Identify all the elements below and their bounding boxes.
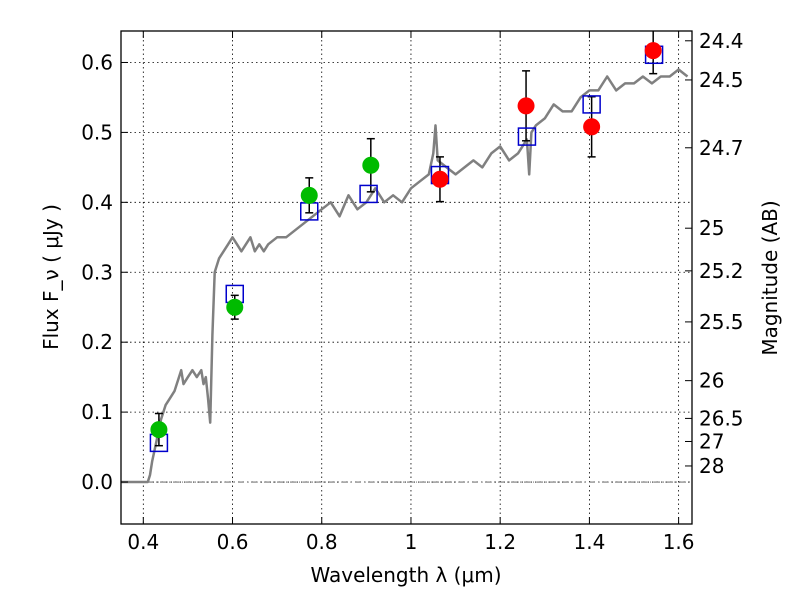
y2-tick-label: 24.4: [699, 29, 744, 53]
y-tick-label: 0.0: [81, 470, 113, 494]
red-data-point: [517, 97, 535, 115]
y-tick-label: 0.2: [81, 330, 113, 354]
plot-frame: [120, 30, 693, 525]
x-tick-label: 0.8: [306, 530, 338, 554]
green-data-point: [362, 156, 380, 174]
axes: 0.4 0.6 0.8 1 1.2 1.4 1.6 0.0 0.1 0.2 0.3 0.4 0.5 0.6…: [81, 29, 743, 554]
model-box-marker: [359, 184, 378, 204]
green-data-point: [150, 421, 168, 439]
x-tick-label: 1.2: [484, 530, 516, 554]
model-box-marker: [517, 127, 537, 146]
x-tick-label: 0.6: [217, 530, 249, 554]
grid: [121, 31, 692, 524]
y-tick-label: 0.6: [81, 50, 113, 74]
y2-tick-label: 27: [699, 429, 724, 453]
y2-tick-label: 24.7: [699, 136, 744, 160]
x-tick-label: 1: [405, 530, 418, 554]
template-spectrum-line: [121, 68, 689, 484]
red-data-point: [583, 118, 601, 136]
x-tick-label: 1.6: [663, 530, 695, 554]
plot-area: [121, 31, 689, 484]
y2-axis-label: Magnitude (AB): [758, 200, 782, 355]
y2-tick-label: 25: [699, 216, 724, 240]
y2-tick-label: 26: [699, 369, 724, 393]
y2-tick-label: 26.5: [699, 406, 744, 430]
green-data-point: [226, 298, 244, 316]
x-axis-label: Wavelength λ (μm): [310, 563, 501, 587]
green-data-point: [300, 186, 318, 204]
x-tick-label: 1.4: [573, 530, 605, 554]
plot-content: [121, 31, 689, 484]
y-tick-label: 0.5: [81, 120, 113, 144]
model-box-marker: [582, 95, 601, 114]
y2-tick-label: 25.5: [699, 310, 744, 334]
red-data-point: [644, 42, 662, 60]
y2-tick-label: 24.5: [699, 68, 744, 92]
y-tick-label: 0.4: [81, 190, 113, 214]
red-data-point: [431, 170, 449, 188]
y-tick-label: 0.3: [81, 260, 113, 284]
y-tick-label: 0.1: [81, 400, 113, 424]
x-tick-label: 0.4: [127, 530, 159, 554]
y2-tick-label: 28: [699, 454, 724, 478]
y2-tick-label: 25.2: [699, 259, 744, 283]
y-axis-label: Flux F_ν ( μJy ): [39, 204, 63, 350]
